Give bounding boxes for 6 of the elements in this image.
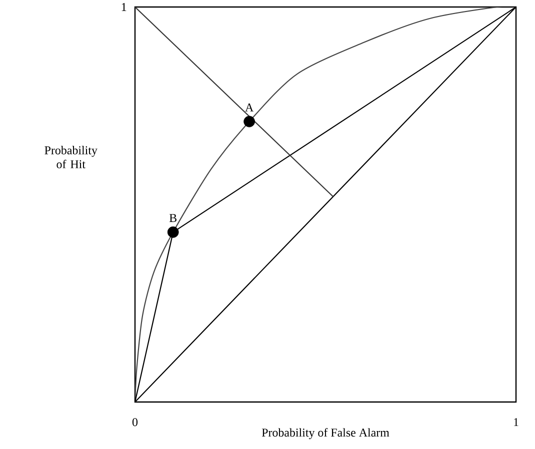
annotation: A	[245, 103, 254, 112]
y-axis-title: Probability of Hit	[44, 146, 98, 168]
x-tick-label: 0	[132, 418, 138, 426]
text: 1	[122, 3, 126, 11]
annotation: B	[169, 214, 177, 222]
x-axis-title: Probability of False Alarm	[262, 428, 390, 440]
